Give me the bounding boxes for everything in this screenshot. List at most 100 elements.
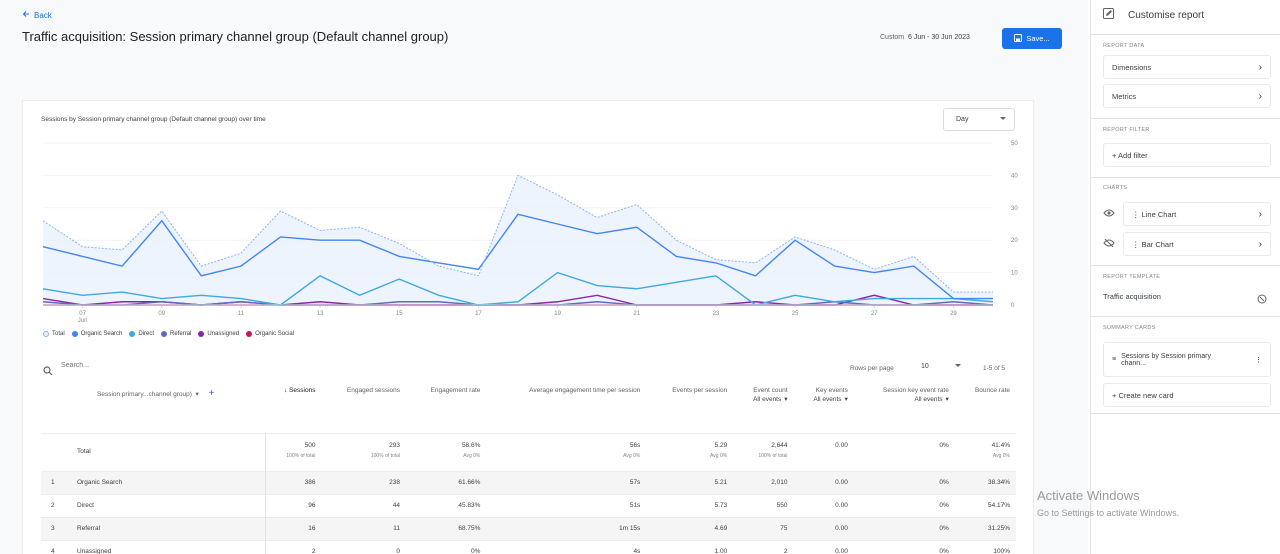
add-filter-label: + Add filter bbox=[1112, 150, 1148, 160]
save-button[interactable]: Save... bbox=[1002, 28, 1062, 49]
save-label: Save... bbox=[1026, 34, 1050, 43]
total-cell: 5.29 Avg 0% bbox=[646, 432, 734, 471]
row-cell: 51s bbox=[486, 493, 647, 517]
row-cell: 0.00 bbox=[793, 516, 854, 540]
sidebar-header: Customise report bbox=[1103, 8, 1204, 22]
series-line-direct bbox=[42, 271, 994, 306]
date-range-value: 6 Jun - 30 Jun 2023 bbox=[908, 34, 970, 41]
search-icon bbox=[43, 363, 53, 381]
column-header[interactable]: Key events All events ▾ bbox=[794, 381, 854, 433]
caret-down-icon bbox=[955, 363, 961, 370]
event-filter-label: All events bbox=[753, 395, 782, 403]
column-header[interactable]: Events per session bbox=[646, 381, 733, 433]
table-header-row: Session primary...channel group) ▾ + ↓ S… bbox=[41, 381, 1016, 433]
total-index bbox=[41, 432, 71, 471]
event-filter-label: All events bbox=[914, 395, 943, 403]
template-name: Traffic acquisition bbox=[1103, 292, 1161, 301]
table-row[interactable]: 2 Direct 96 44 45.83% 51s 5.73 550 0.00 0% 54.17% bbox=[41, 493, 1016, 517]
total-sub: Avg 0% bbox=[992, 452, 1010, 459]
event-filter-select[interactable]: All events ▾ bbox=[753, 395, 788, 403]
activate-windows-title: Activate Windows bbox=[1037, 488, 1140, 503]
row-dimension[interactable]: Referral bbox=[71, 516, 266, 540]
legend-item[interactable]: Referral bbox=[161, 331, 191, 337]
activate-windows-subtitle: Go to Settings to activate Windows. bbox=[1037, 508, 1180, 518]
total-value: 5.29 bbox=[714, 441, 728, 449]
total-sub: 100% of total bbox=[758, 452, 788, 459]
legend-label: Unassigned bbox=[207, 331, 240, 337]
dimension-header[interactable]: Session primary...channel group) ▾ + bbox=[41, 381, 265, 433]
summary-card-item[interactable]: ≡ Sessions by Session primary chann... ⋮ bbox=[1103, 342, 1271, 377]
row-cell: 4.69 bbox=[646, 516, 734, 540]
table-row[interactable]: 4 Unassigned 2 0 0% 4s 1.00 2 0.00 0% 100% bbox=[41, 539, 1016, 554]
column-header[interactable]: Event count All events ▾ bbox=[733, 381, 793, 433]
column-header-label: Key events bbox=[815, 387, 848, 394]
create-card-button[interactable]: + Create new card bbox=[1103, 383, 1271, 407]
legend-item[interactable]: Organic Social bbox=[246, 331, 294, 337]
total-value: 2,644 bbox=[771, 441, 788, 449]
more-vert-icon[interactable]: ⋮ bbox=[1255, 356, 1262, 364]
row-dimension[interactable]: Organic Search bbox=[71, 470, 266, 494]
legend-label: Organic Social bbox=[255, 331, 295, 337]
row-dimension[interactable]: Direct bbox=[71, 493, 266, 517]
table-row[interactable]: 3 Referral 16 11 68.75% 1m 15s 4.69 75 0.00 0% 31.… bbox=[41, 516, 1016, 540]
chart-title: Sessions by Session primary channel grou… bbox=[41, 116, 266, 123]
eye-off-icon[interactable] bbox=[1103, 238, 1115, 249]
chart-legend: Total Organic Search Direct Referral Una… bbox=[43, 331, 294, 337]
total-cell: 0.00 bbox=[793, 432, 854, 471]
legend-item[interactable]: Unassigned bbox=[198, 331, 239, 337]
column-header-label: Event count bbox=[753, 387, 788, 394]
column-header[interactable]: Session key event rate All events ▾ bbox=[854, 381, 955, 433]
column-header[interactable]: Engaged sessions bbox=[321, 381, 406, 433]
divider bbox=[1091, 413, 1280, 414]
legend-item[interactable]: Direct bbox=[129, 331, 154, 337]
rows-per-page-select[interactable]: 10 bbox=[921, 363, 961, 370]
search-input[interactable] bbox=[61, 362, 261, 369]
dimensions-label: Dimensions bbox=[1112, 62, 1152, 72]
dimensions-item[interactable]: Dimensions › bbox=[1103, 55, 1271, 79]
sidebar-title: Customise report bbox=[1128, 9, 1205, 21]
total-label: Total bbox=[71, 432, 266, 471]
table-row[interactable]: 1 Organic Search 386 238 61.66% 57s 5.21 2,010 0… bbox=[41, 470, 1016, 494]
drag-handle-icon[interactable]: ⋮ bbox=[1132, 209, 1140, 219]
row-cell: 2,010 bbox=[733, 470, 794, 494]
event-filter-select[interactable]: All events ▾ bbox=[813, 395, 848, 403]
column-header[interactable]: Average engagement time per session bbox=[486, 381, 646, 433]
total-sub: 100% of total bbox=[370, 452, 401, 459]
unlink-icon[interactable] bbox=[1257, 291, 1267, 309]
metrics-item[interactable]: Metrics › bbox=[1103, 84, 1271, 108]
granularity-select[interactable]: Day bbox=[943, 108, 1015, 131]
drag-handle-icon[interactable]: ⋮ bbox=[1132, 239, 1140, 249]
event-filter-select[interactable]: All events ▾ bbox=[914, 395, 949, 403]
row-dimension[interactable]: Unassigned bbox=[71, 539, 266, 554]
total-value: 58.6% bbox=[461, 441, 481, 449]
row-cell: 75 bbox=[733, 516, 794, 540]
legend-label: Referral bbox=[170, 331, 192, 337]
column-header[interactable]: Bounce rate bbox=[955, 381, 1016, 433]
row-cell: 16 bbox=[265, 516, 322, 540]
add-filter-button[interactable]: + Add filter bbox=[1103, 143, 1271, 167]
column-header[interactable]: ↓ Sessions bbox=[265, 381, 321, 433]
date-range[interactable]: Custom 6 Jun - 30 Jun 2023 bbox=[880, 34, 970, 41]
row-cell: 0% bbox=[853, 470, 955, 494]
row-cell: 11 bbox=[321, 516, 407, 540]
row-cell: 0.00 bbox=[793, 470, 854, 494]
chevron-right-icon: › bbox=[1258, 238, 1262, 250]
x-tick-label: 09 bbox=[158, 311, 165, 317]
list-icon: ≡ bbox=[1112, 356, 1117, 363]
total-cell: 56s Avg 0% bbox=[486, 432, 647, 471]
x-tick-label: 11 bbox=[238, 311, 245, 317]
total-value: 293 bbox=[389, 441, 401, 449]
eye-icon[interactable] bbox=[1103, 209, 1115, 219]
y-tick-label: 10 bbox=[1011, 271, 1018, 277]
legend-item[interactable]: Organic Search bbox=[71, 331, 122, 337]
legend-item[interactable]: Total bbox=[43, 331, 65, 337]
row-cell: 2 bbox=[733, 539, 794, 554]
add-dimension-icon[interactable]: + bbox=[208, 388, 215, 399]
row-cell: 5.73 bbox=[646, 493, 734, 517]
bar-chart-item[interactable]: ⋮ Bar Chart › bbox=[1123, 232, 1271, 256]
column-header[interactable]: Engagement rate bbox=[406, 381, 486, 433]
line-chart-item[interactable]: ⋮ Line Chart › bbox=[1123, 202, 1271, 226]
column-header-label: Engagement rate bbox=[430, 387, 481, 394]
row-cell: 0% bbox=[853, 493, 955, 517]
back-link[interactable]: Back bbox=[22, 10, 52, 20]
